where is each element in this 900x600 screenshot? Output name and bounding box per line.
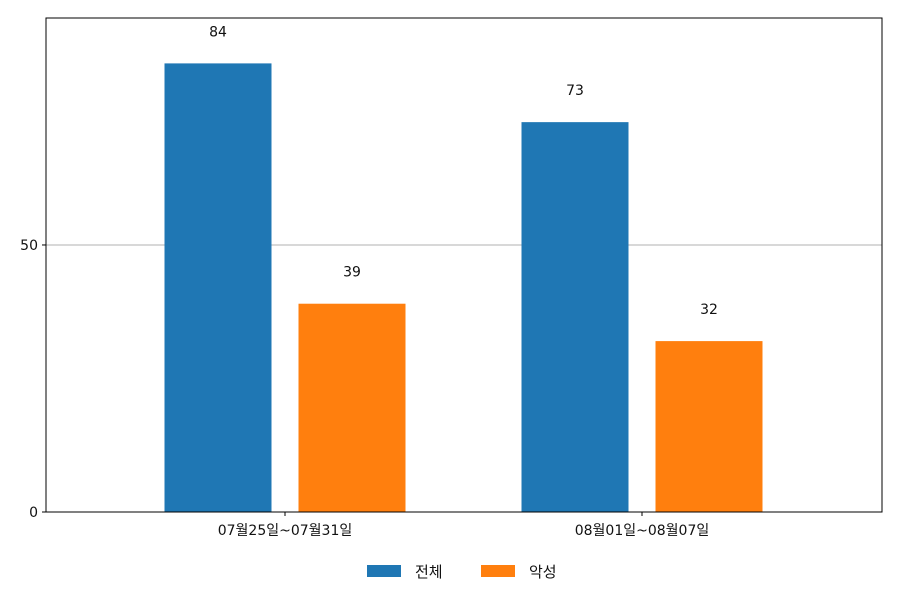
bar-2-1 bbox=[298, 303, 406, 512]
legend-swatch bbox=[481, 565, 515, 577]
y-tick-label: 0 bbox=[29, 505, 38, 521]
bar-1-1 bbox=[164, 63, 272, 513]
x-tick-label: 08월01일~08월07일 bbox=[575, 523, 710, 539]
y-tick-label: 50 bbox=[20, 238, 38, 254]
plot-area-frame bbox=[45, 17, 883, 513]
data-labels: 84 39 73 32 bbox=[209, 24, 718, 318]
data-label: 32 bbox=[700, 302, 718, 318]
bar-1-2 bbox=[521, 122, 629, 513]
data-label: 39 bbox=[343, 265, 361, 281]
legend-label: 악성 bbox=[529, 563, 557, 581]
x-tick-label: 07월25일~07월31일 bbox=[218, 523, 353, 539]
y-axis: 0 50 bbox=[20, 238, 46, 521]
data-label: 84 bbox=[209, 24, 227, 40]
bars bbox=[164, 63, 763, 513]
legend-swatch bbox=[367, 565, 401, 577]
bar-2-2 bbox=[655, 341, 763, 512]
legend-label: 전체 bbox=[415, 563, 443, 581]
x-axis: 07월25일~07월31일 08월01일~08월07일 bbox=[218, 512, 710, 539]
data-label: 73 bbox=[566, 83, 584, 99]
legend: 전체 악성 bbox=[367, 563, 557, 581]
